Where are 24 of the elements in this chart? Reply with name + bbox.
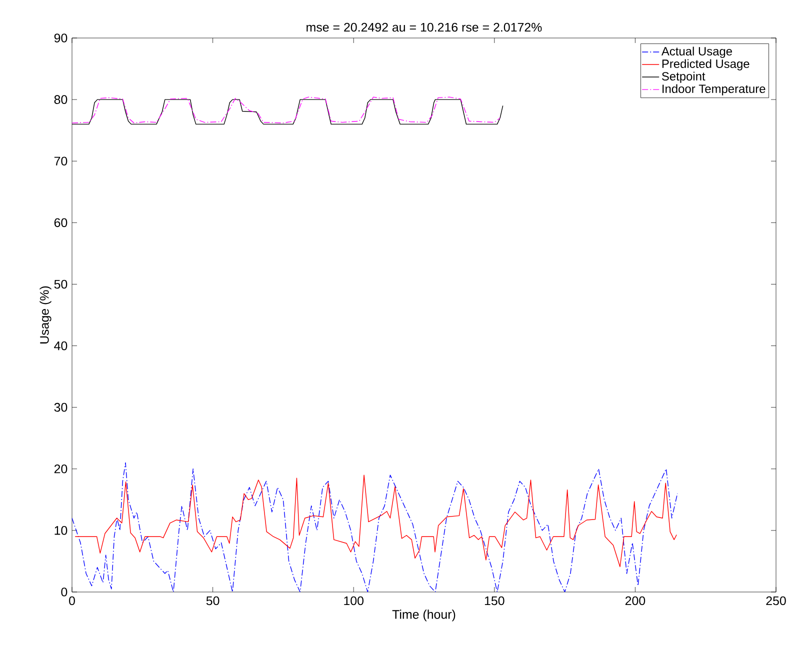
- y-tick-label: 70: [54, 156, 68, 166]
- legend-label: Actual Usage: [661, 46, 732, 58]
- y-tick-label: 0: [61, 588, 68, 596]
- y-tick-label: 90: [54, 34, 68, 42]
- y-tick-label: 30: [54, 402, 68, 412]
- y-tick-label: 80: [54, 95, 68, 104]
- x-tick-label: 0: [69, 596, 75, 606]
- x-tick-label: 100: [344, 596, 364, 606]
- y-tick-label: 40: [54, 341, 68, 350]
- legend-label: Predicted Usage: [662, 59, 750, 70]
- y-tick-label: 20: [54, 464, 68, 474]
- y-axis-title: Usage (%): [40, 286, 52, 344]
- chart-title: mse = 20.2492 au = 10.216 rse = 2.0172%: [306, 22, 542, 32]
- line-series: [74, 474, 677, 568]
- x-tick-label: 50: [206, 596, 220, 606]
- x-tick-label: 150: [484, 596, 504, 606]
- x-tick-label: 250: [766, 596, 786, 606]
- y-tick-label: 10: [54, 526, 68, 535]
- y-tick-label: 60: [54, 218, 68, 228]
- legend-label: Indoor Temperature: [662, 84, 766, 96]
- x-axis-title: Time (hour): [392, 610, 456, 622]
- x-tick-label: 200: [625, 596, 646, 606]
- legend-label: Setpoint: [662, 72, 706, 83]
- y-tick-label: 50: [54, 280, 68, 289]
